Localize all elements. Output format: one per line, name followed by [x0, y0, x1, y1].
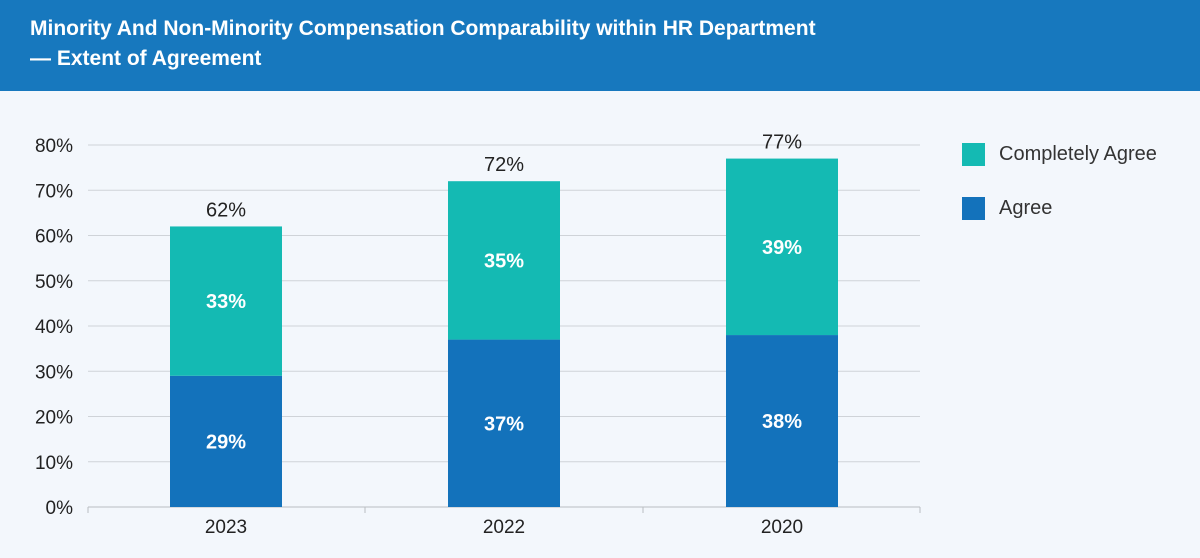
bar-completely-agree-2020	[726, 158, 838, 336]
legend-swatch-completely-agree	[962, 142, 985, 166]
stacked-bar-chart: 0% 10% 20% 30% 40% 50% 60% 70% 80% 29% 33% 62% 2023 3…	[35, 132, 921, 538]
chart-title-line-2: — Extent of Agreement	[30, 47, 262, 70]
chart-title-line-1: Minority And Non-Minority Compensation C…	[30, 17, 816, 40]
bar-agree-2022	[448, 339, 560, 507]
y-tick-label: 60%	[35, 227, 73, 248]
x-tick-label-2023: 2023	[205, 517, 247, 538]
data-label-completely-agree-2020: 39%	[762, 237, 802, 259]
y-tick-label: 30%	[35, 362, 73, 383]
y-tick-label: 0%	[46, 498, 74, 519]
bar-agree-2020	[726, 335, 838, 507]
y-tick-label: 20%	[35, 408, 73, 429]
x-tick-label-2022: 2022	[483, 517, 525, 538]
data-label-agree-2020: 38%	[762, 411, 802, 433]
data-label-completely-agree-2023: 33%	[206, 291, 246, 313]
total-label-2020: 77%	[762, 132, 802, 154]
y-tick-label: 40%	[35, 317, 73, 338]
legend-item-completely-agree: Completely Agree	[962, 140, 1157, 168]
bar-agree-2023	[170, 375, 282, 507]
y-tick-label: 80%	[35, 136, 73, 157]
data-label-agree-2023: 29%	[206, 431, 246, 453]
x-tick-label-2020: 2020	[761, 517, 803, 538]
legend-swatch-agree	[962, 196, 985, 220]
total-label-2022: 72%	[484, 154, 524, 176]
legend-item-agree: Agree	[962, 194, 1157, 222]
chart-title: Minority And Non-Minority Compensation C…	[30, 14, 1030, 74]
bar-completely-agree-2022	[448, 181, 560, 340]
data-label-agree-2022: 37%	[484, 413, 524, 435]
chart-header: Minority And Non-Minority Compensation C…	[0, 0, 1200, 91]
y-tick-label: 10%	[35, 453, 73, 474]
bar-completely-agree-2023	[170, 226, 282, 376]
legend-label-agree: Agree	[999, 196, 1053, 219]
chart-legend: Completely Agree Agree	[962, 140, 1157, 248]
y-tick-label: 70%	[35, 181, 73, 202]
total-label-2023: 62%	[206, 199, 246, 221]
y-tick-label: 50%	[35, 272, 73, 293]
legend-label-completely-agree: Completely Agree	[999, 142, 1157, 165]
data-label-completely-agree-2022: 35%	[484, 250, 524, 272]
